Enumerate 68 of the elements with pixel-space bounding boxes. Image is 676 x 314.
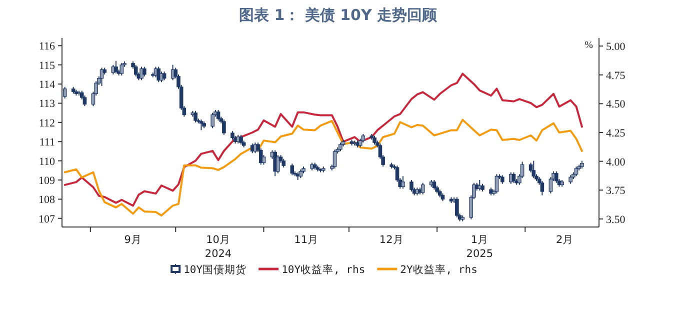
y-tick-label: 115	[38, 60, 56, 72]
candlestick	[395, 165, 400, 182]
candlestick	[222, 119, 226, 136]
candlestick	[120, 62, 124, 76]
y2-tick-label: 4.00	[606, 156, 626, 168]
x-tick-label: 11月	[294, 234, 319, 246]
x-tick-label: 2月	[556, 234, 574, 246]
candlestick	[520, 161, 524, 179]
y2-tick-label: 5.00	[606, 41, 626, 54]
y2-axis-title: %	[584, 40, 593, 51]
candlestick	[472, 182, 476, 200]
candlestick	[548, 176, 553, 194]
candlestick	[256, 142, 260, 153]
candlestick	[62, 86, 67, 99]
candlestick	[94, 80, 98, 96]
candlestick	[574, 166, 578, 177]
candlestick	[134, 64, 138, 77]
candlestick	[540, 180, 544, 196]
chart-title: 图表 1： 美债 10Y 走势回顾	[238, 6, 438, 24]
candlestick	[518, 174, 522, 186]
candlestick	[210, 112, 214, 129]
candlestick	[554, 170, 558, 184]
x-tick-label: 10月 2024	[204, 234, 232, 260]
candlestick	[276, 154, 280, 174]
candlestick	[432, 179, 436, 190]
candlestick	[182, 106, 186, 118]
candlestick	[258, 148, 263, 166]
legend-label: 2Y收益率, rhs	[400, 263, 478, 276]
candlestick	[401, 176, 405, 190]
y-tick-label: 111	[39, 136, 55, 149]
candlestick	[494, 174, 499, 194]
candlestick	[410, 179, 414, 192]
y-tick-label: 108	[38, 194, 56, 206]
candlestick	[176, 74, 180, 90]
candlestick	[378, 143, 382, 160]
legend-label: 10Y收益率, rhs	[282, 263, 366, 276]
candlestick	[91, 91, 96, 107]
y-tick-label: 113	[38, 98, 56, 110]
candlestick	[216, 109, 220, 122]
y-tick-label: 109	[38, 174, 56, 187]
candlestick	[455, 196, 459, 218]
x-tick-label: 1月 2025	[466, 234, 494, 260]
candlestick	[332, 149, 337, 169]
y2-tick-label: 4.50	[606, 98, 626, 111]
candlestick	[179, 84, 184, 110]
candlestick	[142, 66, 146, 77]
x-tick-label: 12月	[379, 234, 404, 246]
y-tick-label: 110	[38, 156, 56, 168]
legend-label: 10Y国债期货	[184, 264, 247, 276]
y2-tick-label: 4.75	[606, 70, 626, 82]
y2-tick-label: 4.25	[606, 128, 626, 140]
y2-tick-label: 3.75	[606, 185, 626, 198]
x-tick-label: 9月	[124, 234, 142, 246]
y-tick-label: 112	[38, 117, 55, 130]
candlestick	[381, 154, 385, 168]
y-tick-label: 116	[38, 40, 56, 53]
candlestick	[532, 160, 536, 179]
candlestick	[174, 67, 178, 79]
candlestick	[82, 95, 87, 107]
candlestick	[262, 154, 266, 166]
y2-tick-label: 3.50	[606, 214, 626, 226]
candlestick	[114, 60, 118, 74]
candlestick	[512, 172, 516, 184]
y-tick-label: 114	[38, 79, 56, 92]
y-tick-label: 107	[38, 213, 56, 226]
candlestick	[469, 194, 474, 220]
candlestick	[239, 134, 243, 145]
candlestick	[194, 110, 198, 123]
